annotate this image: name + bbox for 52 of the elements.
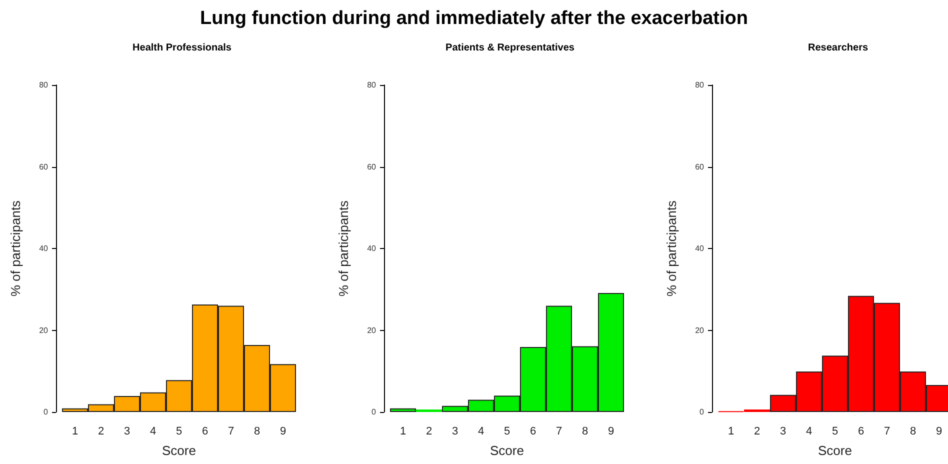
- x-tick-label: 9: [608, 426, 614, 438]
- x-tick-label: 1: [728, 426, 734, 438]
- x-tick-label: 3: [452, 426, 458, 438]
- x-tick-label: 2: [754, 426, 760, 438]
- x-tick-label: 9: [280, 426, 286, 438]
- x-tick-label: 1: [400, 426, 406, 438]
- x-tick-label: 6: [202, 426, 208, 438]
- y-tick-label: 80: [367, 80, 377, 90]
- y-axis-title: % of participants: [8, 200, 23, 297]
- y-tick-label: 0: [700, 408, 705, 416]
- chart-title: Patients & Representatives: [446, 42, 575, 54]
- x-tick-label: 7: [228, 426, 234, 438]
- x-axis-title: Score: [162, 443, 196, 458]
- x-tick-label: 8: [910, 426, 916, 438]
- y-tick-label: 60: [695, 162, 705, 172]
- y-tick-label: 0: [372, 408, 377, 416]
- y-axis-title: % of participants: [336, 200, 351, 297]
- x-tick-label: 4: [478, 426, 484, 438]
- y-tick-label: 0: [44, 408, 49, 416]
- x-tick-label: 5: [832, 426, 838, 438]
- y-tick-label: 40: [367, 244, 377, 253]
- chart-title: Health Professionals: [132, 42, 232, 54]
- x-tick-label: 3: [780, 426, 786, 438]
- y-tick-label: 80: [695, 80, 705, 90]
- x-tick-label: 2: [426, 426, 432, 438]
- x-tick-label: 5: [176, 426, 182, 438]
- text: Lung function during and immediately after the exacerbation: [199, 8, 749, 30]
- y-axis-title: % of participants: [664, 200, 679, 297]
- x-tick-label: 8: [582, 426, 588, 438]
- y-tick-label: 20: [39, 326, 49, 335]
- y-tick-label: 60: [39, 162, 49, 172]
- x-tick-label: 4: [806, 426, 812, 438]
- x-tick-label: 6: [858, 426, 864, 438]
- y-tick-label: 60: [367, 162, 377, 172]
- chart-title: Researchers: [808, 42, 868, 54]
- y-tick-label: 80: [39, 80, 49, 90]
- x-tick-label: 5: [504, 426, 510, 438]
- x-tick-label: 9: [936, 426, 942, 438]
- x-tick-label: 4: [150, 426, 156, 438]
- y-tick-label: 40: [39, 244, 49, 253]
- x-tick-label: 1: [72, 426, 78, 438]
- x-tick-label: 7: [556, 426, 562, 438]
- x-axis-title: Score: [490, 443, 524, 458]
- x-tick-label: 3: [124, 426, 130, 438]
- x-tick-label: 7: [884, 426, 890, 438]
- y-tick-label: 20: [695, 326, 705, 335]
- x-tick-label: 6: [530, 426, 536, 438]
- y-tick-label: 20: [367, 326, 377, 335]
- x-axis-title: Score: [818, 443, 852, 458]
- x-tick-label: 2: [98, 426, 104, 438]
- y-tick-label: 40: [695, 244, 705, 253]
- x-tick-label: 8: [254, 426, 260, 438]
